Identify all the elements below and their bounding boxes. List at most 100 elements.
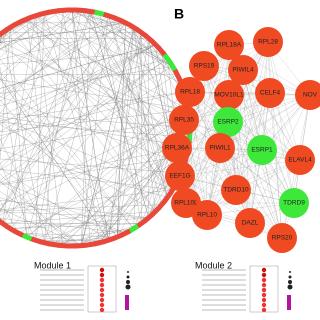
edge <box>81 10 168 59</box>
edge <box>0 15 109 102</box>
edge <box>81 10 178 75</box>
edge <box>0 149 168 198</box>
node <box>119 228 132 238</box>
edge <box>0 118 190 216</box>
node <box>30 11 42 20</box>
dot <box>99 282 105 288</box>
edge <box>203 65 311 96</box>
edge <box>0 22 126 94</box>
edge <box>10 27 28 238</box>
legend-dot <box>127 271 129 273</box>
edge <box>81 27 134 246</box>
node <box>172 68 182 81</box>
node-label: RPL18A <box>217 42 242 49</box>
edge <box>0 10 82 114</box>
node <box>213 107 243 137</box>
edge <box>0 27 11 44</box>
edge <box>0 11 54 51</box>
edge <box>0 99 118 238</box>
edge <box>0 117 173 190</box>
legend-dot <box>125 284 131 290</box>
edge <box>0 120 142 224</box>
dot <box>99 297 105 303</box>
node-label: RPL36A <box>165 145 190 152</box>
edge <box>133 32 142 229</box>
edge <box>183 119 208 216</box>
node <box>94 9 105 17</box>
edge <box>0 199 19 234</box>
edge <box>0 77 109 241</box>
edge <box>179 94 311 177</box>
edge <box>35 155 187 241</box>
dot <box>261 287 267 293</box>
node <box>21 232 33 242</box>
node <box>135 27 147 38</box>
edge <box>176 147 251 224</box>
edge <box>228 94 301 161</box>
edge <box>81 10 156 45</box>
edge <box>0 22 126 171</box>
node <box>205 133 235 163</box>
legend-dot <box>126 275 130 279</box>
edge <box>81 15 109 246</box>
edge <box>0 180 126 234</box>
node <box>279 188 309 218</box>
edge <box>10 223 142 229</box>
edge <box>0 44 156 132</box>
node <box>111 14 123 24</box>
edge <box>0 162 36 241</box>
edge <box>0 218 126 234</box>
node <box>102 11 114 20</box>
legend-dot <box>126 280 130 284</box>
edge <box>53 228 134 245</box>
node-label: RPL10 <box>197 212 217 219</box>
node <box>48 8 59 15</box>
node <box>221 175 251 205</box>
edge <box>249 41 269 224</box>
node <box>12 18 25 28</box>
edge <box>0 155 187 186</box>
edge <box>0 112 191 129</box>
edge <box>81 10 190 119</box>
node-label: RPS20 <box>272 235 293 242</box>
node <box>150 39 161 50</box>
edge <box>116 27 134 238</box>
edge <box>219 147 283 239</box>
edge <box>35 13 45 241</box>
edge <box>44 236 118 243</box>
node <box>167 60 178 72</box>
edge <box>0 51 162 65</box>
edge <box>179 175 283 239</box>
edge <box>71 9 173 67</box>
edge <box>0 181 82 246</box>
edge <box>0 44 156 141</box>
node <box>235 208 265 238</box>
edge <box>116 38 149 238</box>
dot <box>261 277 267 283</box>
edge <box>26 100 187 238</box>
dot <box>99 287 105 293</box>
dot <box>261 307 267 313</box>
node-label: ESRP2 <box>217 119 239 126</box>
node <box>76 242 87 249</box>
edge <box>35 15 182 84</box>
node <box>4 22 16 33</box>
node <box>94 239 105 247</box>
dot <box>99 267 105 273</box>
edge <box>81 11 91 246</box>
edge <box>0 27 11 47</box>
edge <box>179 159 301 177</box>
edge <box>26 11 91 238</box>
edge <box>219 94 311 149</box>
edge <box>0 27 11 162</box>
right-nodes: RPL28 RPL18A RPS19 PIWIL4 RPL18 MOV10L1 CELF4 N… <box>162 27 320 253</box>
panel-label: B <box>174 6 184 22</box>
edge <box>26 109 189 238</box>
edge <box>108 15 162 205</box>
edge <box>71 9 168 198</box>
legend-dot <box>288 275 292 279</box>
edge <box>183 119 251 224</box>
edge <box>0 118 190 149</box>
edge <box>183 119 295 204</box>
edge <box>133 27 156 212</box>
